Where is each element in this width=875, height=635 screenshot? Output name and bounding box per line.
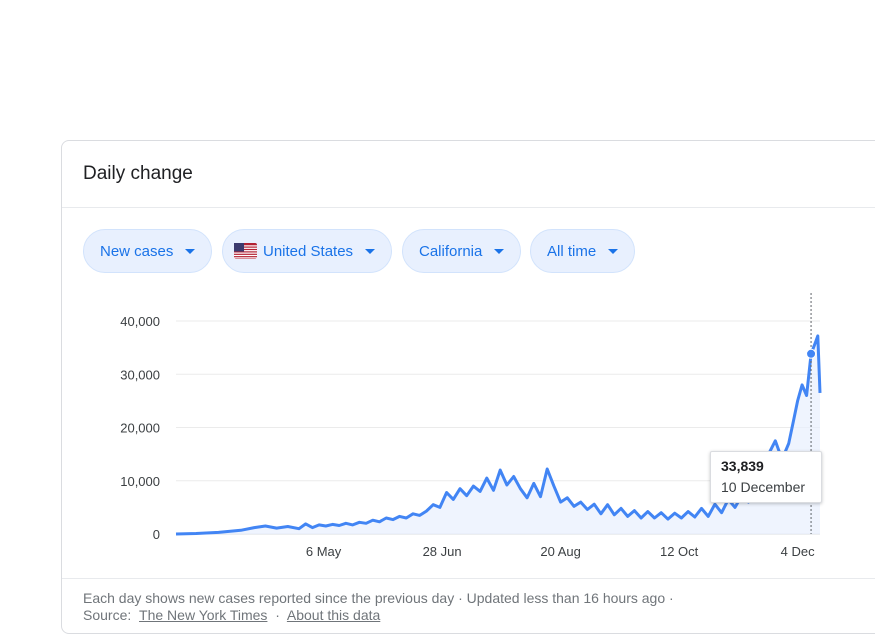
x-axis-ticks: 6 May 28 Jun 20 Aug 12 Oct 4 Dec	[306, 544, 815, 559]
time-range-filter-chip[interactable]: All time	[530, 229, 636, 273]
x-tick-label: 6 May	[306, 544, 342, 559]
x-tick-label: 20 Aug	[540, 544, 581, 559]
state-filter-label: California	[419, 242, 483, 260]
y-tick-label: 10,000	[120, 474, 160, 489]
daily-cases-chart[interactable]: 0 10,000 20,000 30,000 40,000 6 May 28 Jun 20 …	[62, 291, 874, 569]
daily-change-card: Daily change New cases United States Cal…	[61, 140, 875, 634]
y-tick-label: 0	[153, 527, 160, 542]
source-link[interactable]: The New York Times	[139, 607, 268, 623]
caret-down-icon	[365, 248, 376, 254]
metric-filter-chip[interactable]: New cases	[83, 229, 213, 273]
y-tick-label: 20,000	[120, 421, 160, 436]
header-divider	[62, 207, 875, 208]
footer-source: Source: The New York Times · About this …	[83, 607, 380, 623]
card-title: Daily change	[83, 163, 193, 184]
about-data-link[interactable]: About this data	[286, 607, 381, 623]
x-tick-label: 12 Oct	[660, 544, 699, 559]
tooltip-date: 10 December	[721, 479, 806, 495]
caret-down-icon	[185, 248, 196, 254]
y-tick-label: 30,000	[120, 367, 160, 382]
footer-note: Each day shows new cases reported since …	[83, 590, 674, 606]
y-tick-label: 40,000	[120, 314, 160, 329]
footer-separator: ·	[275, 607, 280, 623]
source-label: Source:	[83, 607, 132, 623]
caret-down-icon	[494, 248, 505, 254]
x-tick-label: 4 Dec	[781, 544, 815, 559]
series-area	[176, 335, 820, 534]
us-flag-icon	[234, 243, 257, 259]
y-axis-ticks: 0 10,000 20,000 30,000 40,000	[120, 314, 160, 542]
x-tick-label: 28 Jun	[423, 544, 462, 559]
country-filter-label: United States	[263, 242, 354, 260]
highlight-point[interactable]	[806, 348, 817, 359]
country-filter-chip[interactable]: United States	[222, 229, 393, 273]
card-footer: Each day shows new cases reported since …	[62, 578, 875, 623]
metric-filter-label: New cases	[100, 242, 174, 260]
tooltip-value: 33,839	[721, 458, 764, 474]
caret-down-icon	[608, 248, 619, 254]
chart-tooltip: 33,839 10 December	[710, 451, 822, 503]
time-range-filter-label: All time	[547, 242, 597, 260]
state-filter-chip[interactable]: California	[402, 229, 522, 273]
